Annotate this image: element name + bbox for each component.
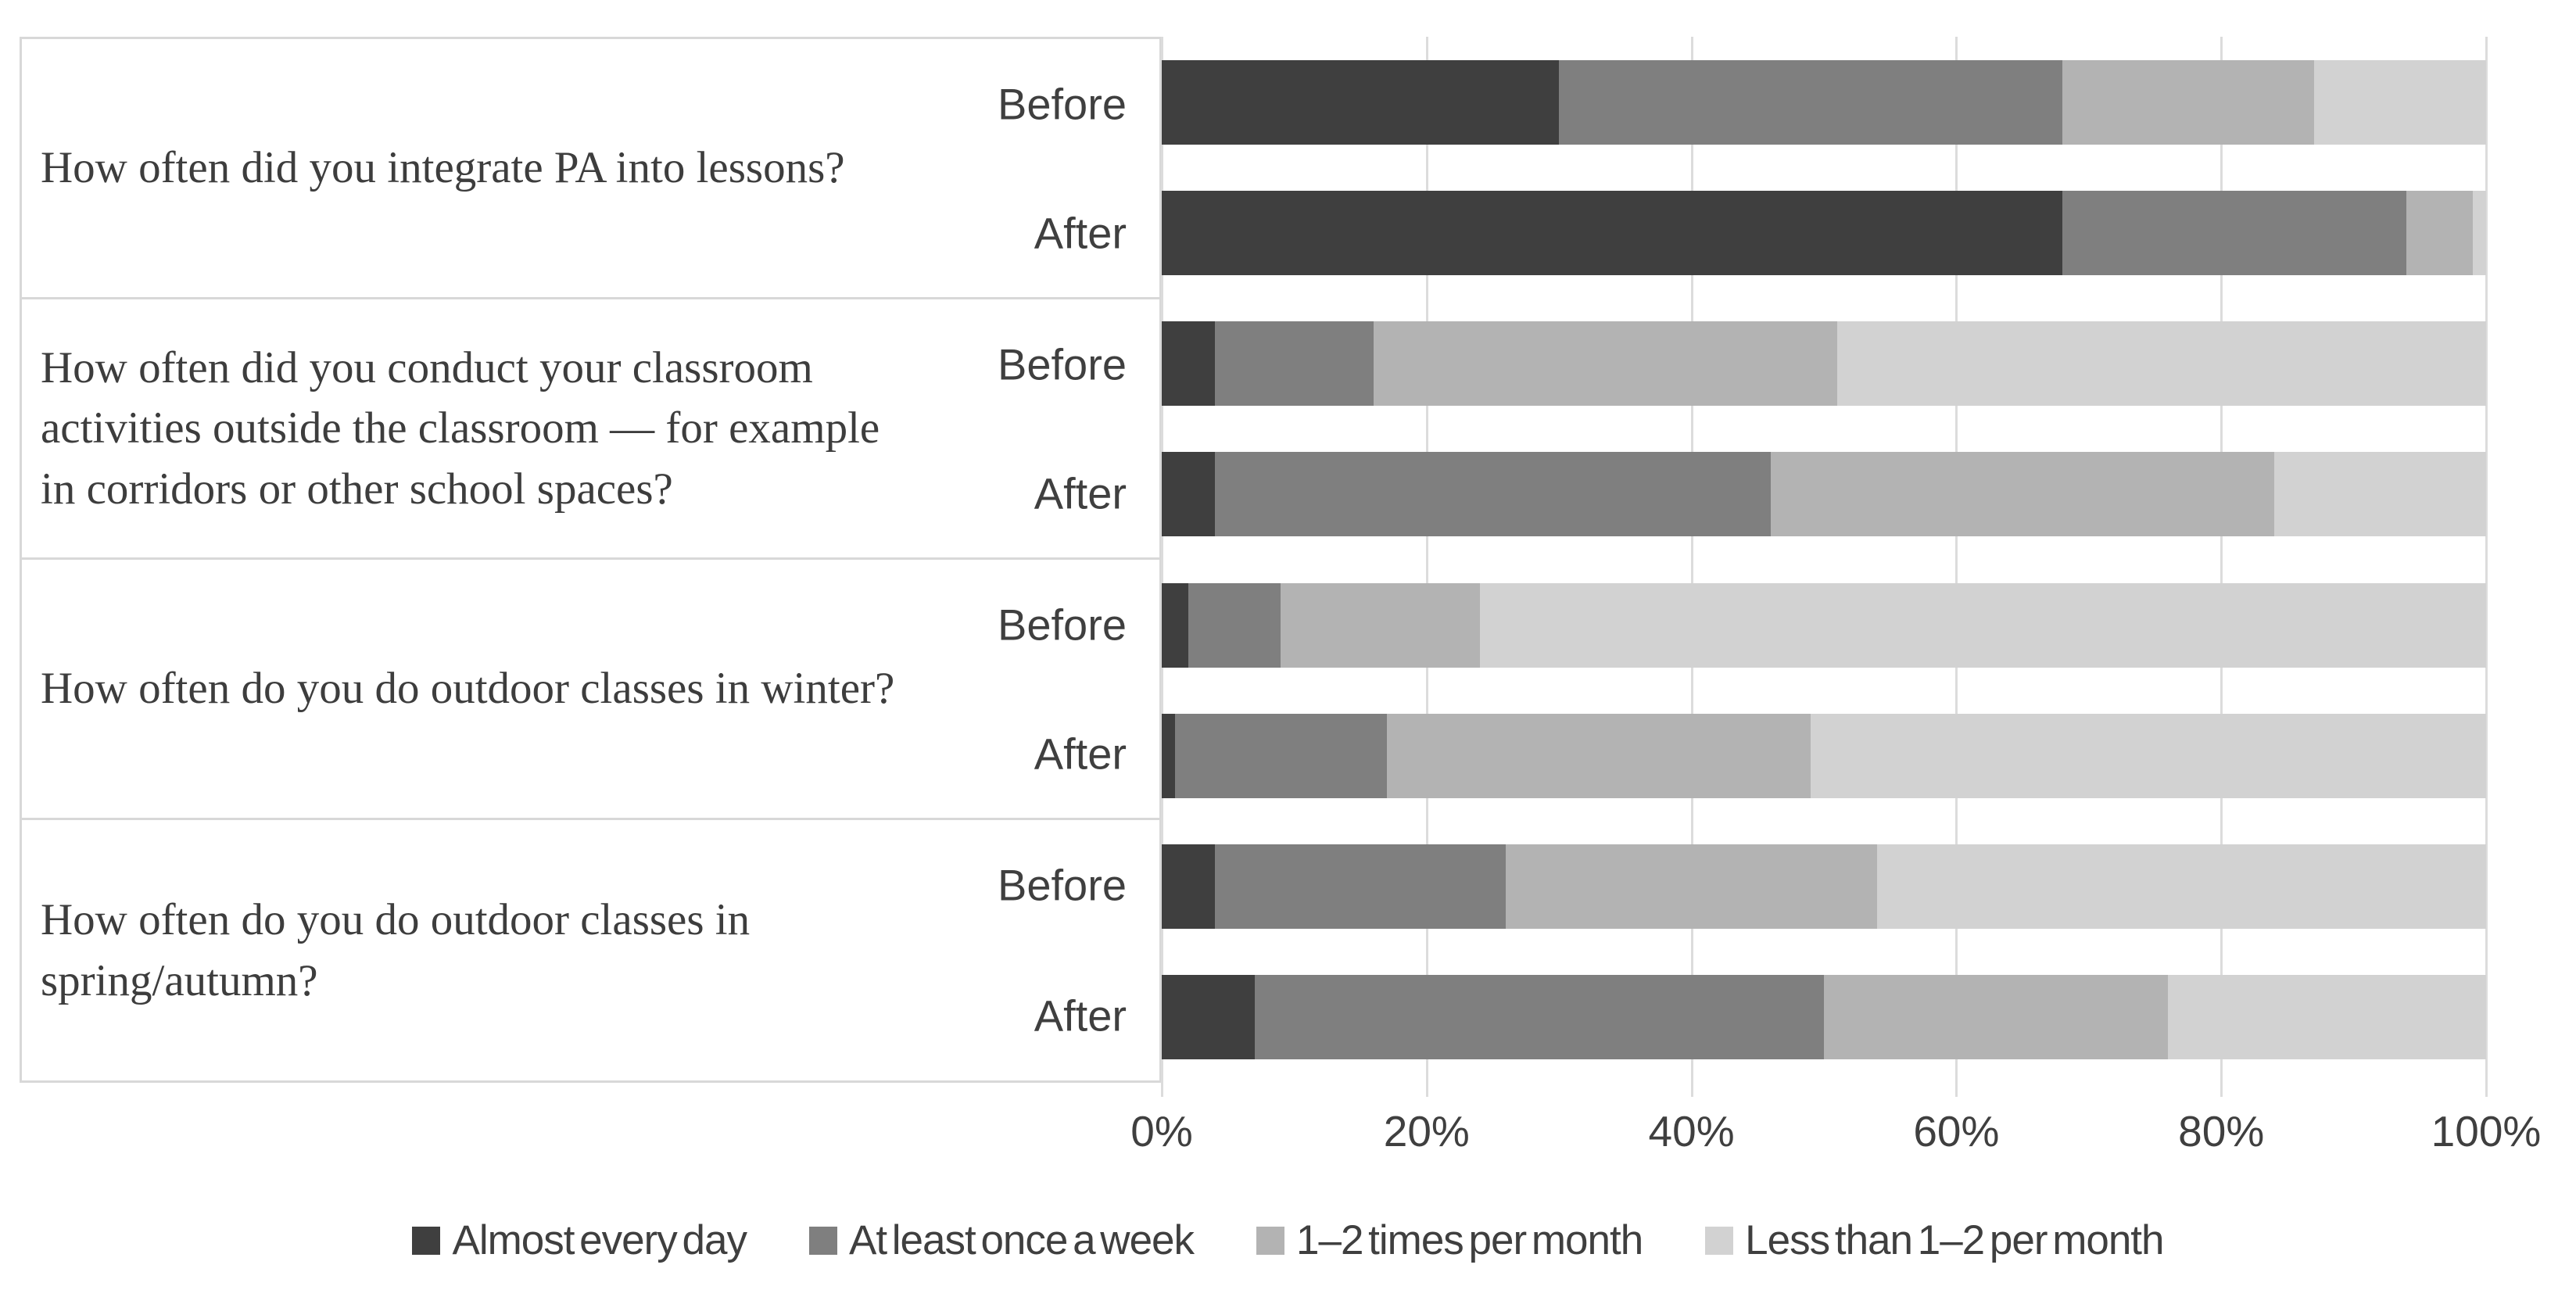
- bar-segment: [1214, 321, 1374, 407]
- bar-segment: [2168, 975, 2486, 1060]
- bar-label-before: Before: [998, 79, 1127, 128]
- bar-segment: [1162, 582, 1188, 668]
- legend-item: At least once a week: [808, 1216, 1195, 1264]
- bar-segment: [1162, 190, 2062, 275]
- legend: Almost every day At least once a week 1–2 …: [0, 1216, 2576, 1264]
- x-axis-label: 100%: [2431, 1107, 2542, 1155]
- bar-segment: [2313, 59, 2486, 145]
- legend-swatch: [412, 1226, 441, 1255]
- bar-segment: [1188, 582, 1281, 668]
- plot-area: [1161, 37, 2488, 1097]
- bar-segment: [1479, 582, 2486, 668]
- legend-label: Less than 1–2 per month: [1745, 1217, 2164, 1263]
- gridline: [1690, 37, 1693, 1083]
- legend-label: 1–2 times per month: [1296, 1217, 1643, 1263]
- legend-label: Almost every day: [452, 1217, 747, 1263]
- axis-tick: [2485, 1083, 2488, 1097]
- axis-tick: [1425, 1083, 1428, 1097]
- bar-segment: [1374, 321, 1837, 407]
- bar-label-after: After: [1034, 729, 1127, 778]
- bar-segment: [1559, 59, 2062, 145]
- bar-after: [1162, 713, 2486, 798]
- bar-before: [1162, 59, 2486, 145]
- bar-segment: [1876, 844, 2486, 930]
- question-label: How often did you conduct your classroom…: [41, 342, 880, 514]
- x-axis: 0% 20% 40% 60% 80% 100%: [1130, 1106, 2541, 1169]
- gridline: [1425, 37, 1428, 1083]
- bar-segment: [1162, 452, 1215, 537]
- axis-tick: [1161, 1083, 1163, 1097]
- axis-tick: [1690, 1083, 1693, 1097]
- bar-segment: [1162, 844, 1215, 930]
- bar-label-after: After: [1034, 991, 1127, 1041]
- x-axis-label: 20%: [1383, 1107, 1470, 1155]
- bar-label-column: Before After: [923, 39, 1159, 297]
- legend-swatch: [808, 1226, 837, 1255]
- bar-label-before: Before: [998, 860, 1127, 910]
- x-axis-label: 0%: [1130, 1107, 1193, 1155]
- bar-segment: [1214, 844, 1507, 930]
- legend-swatch: [1705, 1226, 1734, 1255]
- bar-segment: [2406, 190, 2474, 275]
- bar-segment: [2062, 190, 2407, 275]
- table-row: How often do you do outdoor classes in w…: [22, 560, 1159, 820]
- bar-label-before: Before: [998, 600, 1127, 649]
- bar-segment: [1214, 452, 1772, 537]
- bar-segment: [1836, 321, 2486, 407]
- bar-segment: [1162, 975, 1255, 1060]
- legend-item: Less than 1–2 per month: [1705, 1216, 2165, 1264]
- gridline: [1161, 37, 1163, 1083]
- bar-label-after: After: [1034, 468, 1127, 518]
- bar-before: [1162, 844, 2486, 930]
- bar-segment: [2473, 190, 2486, 275]
- legend-label: At least once a week: [848, 1217, 1195, 1263]
- bar-segment: [2273, 452, 2486, 537]
- table-row: How often do you do outdoor classes in s…: [22, 820, 1159, 1080]
- bar-segment: [1506, 844, 1877, 930]
- gridline: [1955, 37, 1958, 1083]
- bar-segment: [1162, 321, 1215, 407]
- bar-before: [1162, 582, 2486, 668]
- legend-item: Almost every day: [412, 1216, 747, 1264]
- x-axis-label: 40%: [1648, 1107, 1735, 1155]
- legend-swatch: [1256, 1226, 1285, 1255]
- axis-tick: [2220, 1083, 2223, 1097]
- bar-segment: [2062, 59, 2314, 145]
- bar-segment: [1811, 713, 2486, 798]
- bar-label-column: Before After: [923, 820, 1159, 1080]
- gridline: [2485, 37, 2488, 1083]
- bar-label-column: Before After: [923, 299, 1159, 557]
- bar-segment: [1254, 975, 1824, 1060]
- x-axis-label: 60%: [1913, 1107, 2000, 1155]
- table-row: How often did you conduct your classroom…: [22, 299, 1159, 560]
- bar-segment: [1386, 713, 1811, 798]
- bar-segment: [1771, 452, 2274, 537]
- gridline: [2220, 37, 2223, 1083]
- bar-segment: [1174, 713, 1387, 798]
- bar-after: [1162, 190, 2486, 275]
- axis-tick: [1955, 1083, 1958, 1097]
- bar-label-column: Before After: [923, 560, 1159, 818]
- bar-segment: [1162, 713, 1175, 798]
- bar-segment: [1162, 59, 1560, 145]
- bar-segment: [1823, 975, 2169, 1060]
- table-row: How often did you integrate PA into less…: [22, 39, 1159, 299]
- bar-segment: [1281, 582, 1480, 668]
- bar-label-before: Before: [998, 339, 1127, 389]
- x-axis-label: 80%: [2178, 1107, 2265, 1155]
- bar-after: [1162, 975, 2486, 1060]
- question-label: How often did you integrate PA into less…: [41, 143, 845, 193]
- bar-before: [1162, 321, 2486, 407]
- question-label: How often do you do outdoor classes in s…: [41, 894, 751, 1005]
- legend-item: 1–2 times per month: [1256, 1216, 1643, 1264]
- bar-label-after: After: [1034, 208, 1127, 257]
- question-label: How often do you do outdoor classes in w…: [41, 664, 895, 714]
- bar-after: [1162, 452, 2486, 537]
- question-table: How often did you integrate PA into less…: [20, 37, 1162, 1083]
